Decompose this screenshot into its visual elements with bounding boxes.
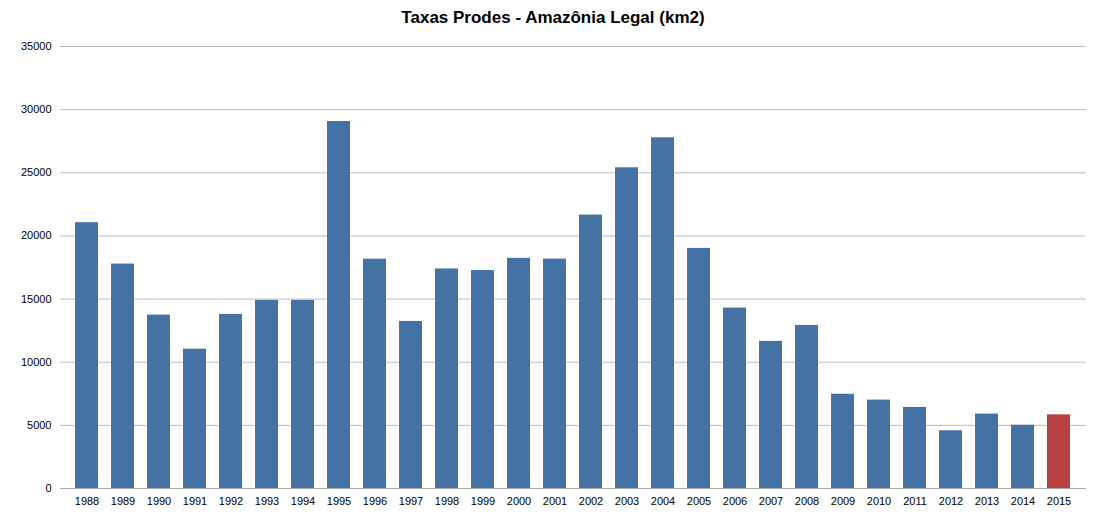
svg-text:2004: 2004: [651, 495, 675, 507]
svg-text:30000: 30000: [21, 103, 52, 115]
svg-text:5000: 5000: [27, 419, 51, 431]
svg-text:2014: 2014: [1011, 495, 1035, 507]
html-text:Taxas Prodes - Amazônia Legal: Taxas Prodes - Amazônia Legal (km2): [401, 8, 705, 27]
svg-text:35000: 35000: [21, 40, 52, 52]
svg-text:1992: 1992: [219, 495, 243, 507]
svg-text:2010: 2010: [867, 495, 891, 507]
svg-text:1996: 1996: [363, 495, 387, 507]
svg-text:2000: 2000: [507, 495, 531, 507]
svg-text:0: 0: [45, 482, 51, 494]
svg-text:2002: 2002: [579, 495, 603, 507]
svg-text:2006: 2006: [723, 495, 747, 507]
svg-text:2005: 2005: [687, 495, 711, 507]
svg-text:2003: 2003: [615, 495, 639, 507]
svg-text:25000: 25000: [21, 166, 52, 178]
svg-text:1990: 1990: [147, 495, 171, 507]
svg-text:2012: 2012: [939, 495, 963, 507]
svg-text:2001: 2001: [543, 495, 567, 507]
svg-text:10000: 10000: [21, 356, 52, 368]
svg-text:20000: 20000: [21, 229, 52, 241]
svg-text:1991: 1991: [183, 495, 207, 507]
svg-text:2011: 2011: [903, 495, 927, 507]
svg-text:2009: 2009: [831, 495, 855, 507]
svg-text:1995: 1995: [327, 495, 351, 507]
svg-text:1997: 1997: [399, 495, 423, 507]
svg-text:1989: 1989: [111, 495, 135, 507]
svg-text:2008: 2008: [795, 495, 819, 507]
svg-text:15000: 15000: [21, 293, 52, 305]
svg-text:1999: 1999: [471, 495, 495, 507]
svg-text:2015: 2015: [1047, 495, 1071, 507]
svg-text:1998: 1998: [435, 495, 459, 507]
svg-text:1993: 1993: [255, 495, 279, 507]
svg-text:1988: 1988: [75, 495, 99, 507]
svg-text:2013: 2013: [975, 495, 999, 507]
svg-text:2007: 2007: [759, 495, 783, 507]
svg-text:1994: 1994: [291, 495, 315, 507]
